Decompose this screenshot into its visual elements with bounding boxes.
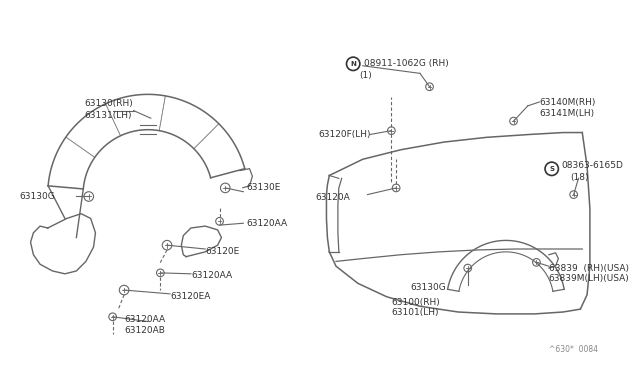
Text: 63140M(RH): 63140M(RH) (540, 97, 596, 106)
Text: 63141M(LH): 63141M(LH) (540, 109, 595, 118)
Text: 63130E: 63130E (246, 183, 281, 192)
Text: 63100(RH): 63100(RH) (391, 298, 440, 307)
Text: 63120AA: 63120AA (246, 219, 287, 228)
Text: (18): (18) (570, 173, 588, 182)
Text: 63120A: 63120A (315, 193, 349, 202)
Text: 63101(LH): 63101(LH) (391, 308, 439, 317)
Text: (1): (1) (359, 71, 372, 80)
Text: ^630*  0084: ^630* 0084 (548, 345, 598, 354)
Text: 63120AA: 63120AA (191, 271, 232, 280)
Text: 08911-1062G (RH): 08911-1062G (RH) (364, 59, 449, 68)
Text: 63130G: 63130G (19, 192, 55, 201)
Text: 63839M(LH)(USA): 63839M(LH)(USA) (549, 274, 630, 283)
Text: 63120EA: 63120EA (170, 292, 211, 301)
Text: 63120AA: 63120AA (124, 315, 165, 324)
Text: 63130(RH): 63130(RH) (84, 99, 132, 108)
Text: 63131(LH): 63131(LH) (84, 111, 131, 120)
Text: 63120F(LH): 63120F(LH) (319, 130, 371, 139)
Text: S: S (549, 166, 554, 172)
Text: 63120E: 63120E (205, 247, 239, 256)
Text: 63839  (RH)(USA): 63839 (RH)(USA) (549, 264, 629, 273)
Text: 63120AB: 63120AB (124, 326, 165, 335)
Text: 08363-6165D: 08363-6165D (561, 161, 623, 170)
Text: 63130G: 63130G (410, 283, 446, 292)
Text: N: N (350, 61, 356, 67)
